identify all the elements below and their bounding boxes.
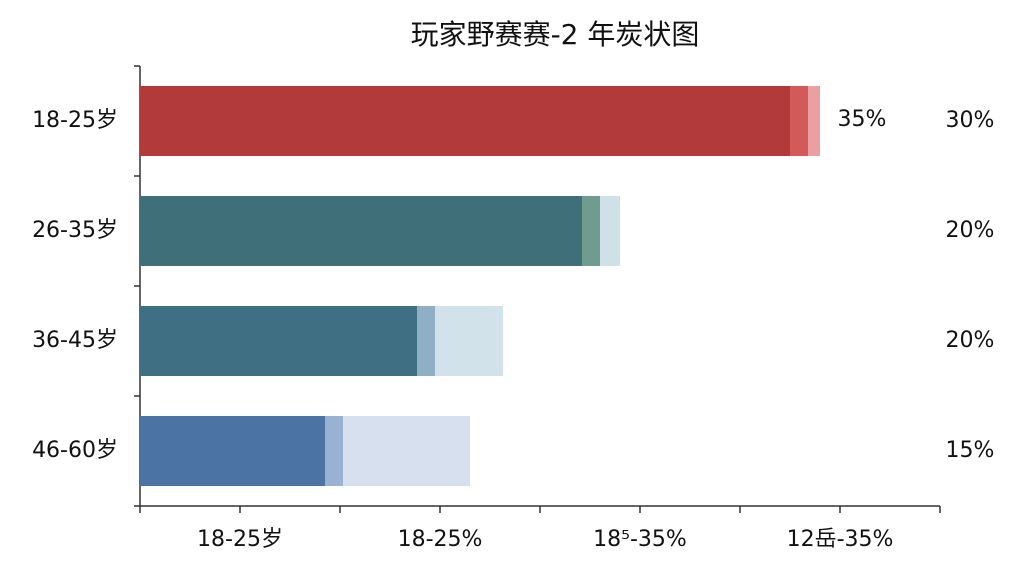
bar-segment [600,196,620,266]
right-label: 15% [946,438,995,463]
x-tick-label: 18-25% [398,527,483,552]
bar-segment [325,416,343,486]
x-tick-label: 18⁵-35% [593,527,687,552]
right-label: 20% [946,328,995,353]
bar-segment [582,196,600,266]
bar-segment [140,196,582,266]
bar-segment [790,86,808,156]
chart-title: 玩家野赛赛-2 年炭状图 [411,18,700,51]
y-tick-label: 36-45岁 [32,328,118,353]
bar-segment [808,86,820,156]
bar-segment [435,306,503,376]
bar-segment [140,416,325,486]
bar-segment [140,306,417,376]
x-tick-label: 18-25岁 [197,527,283,552]
right-label: 30% [946,108,995,133]
x-tick-label: 12岳-35% [787,527,894,552]
bar-segment [140,86,790,156]
bar-segment [417,306,435,376]
y-tick-label: 18-25岁 [32,108,118,133]
annotation: 35% [838,107,887,132]
y-tick-label: 46-60岁 [32,438,118,463]
right-label: 20% [946,218,995,243]
bar-segment [343,416,470,486]
y-tick-label: 26-35岁 [32,218,118,243]
